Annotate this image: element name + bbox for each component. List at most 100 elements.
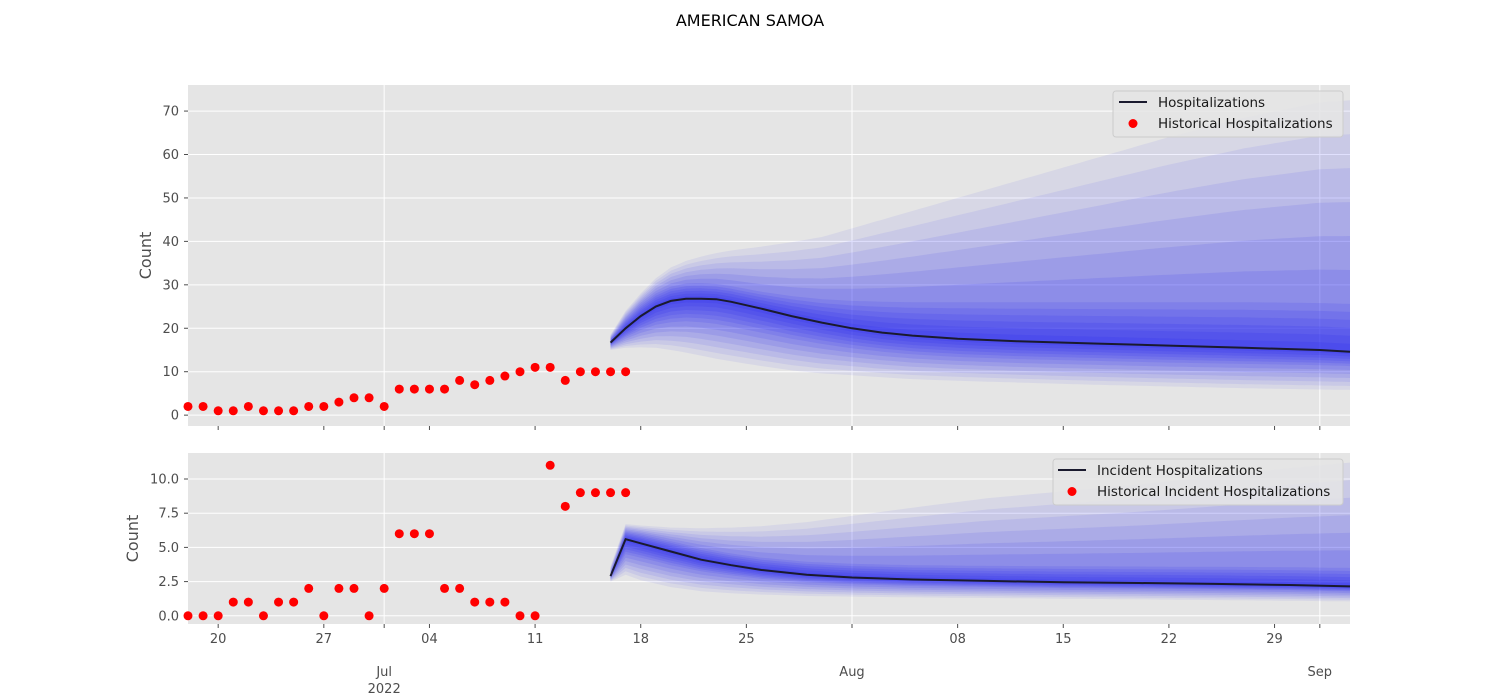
forecast-band	[610, 529, 1350, 595]
historical-point	[485, 597, 495, 607]
forecast-band	[610, 515, 1350, 597]
historical-point	[243, 401, 253, 411]
historical-point	[560, 375, 570, 385]
forecast-band	[610, 534, 1350, 590]
y-tick-label: 50	[162, 191, 179, 206]
x-tick-label-day: 25	[738, 632, 755, 647]
legend-label-history: Historical Hospitalizations	[1158, 116, 1333, 132]
forecast-median-line	[609, 538, 1351, 588]
figure-title: AMERICAN SAMOA	[676, 11, 824, 30]
historical-point	[304, 401, 314, 411]
historical-point	[409, 384, 419, 394]
y-tick-label: 60	[162, 148, 179, 163]
historical-point	[424, 529, 434, 539]
historical-point	[364, 393, 374, 403]
forecast-band	[610, 532, 1350, 591]
shared-date-axis: 20 27 04 11 18 25 08 15 22 29 Jul 2022 Aug Sep	[210, 632, 1332, 697]
historical-point	[470, 597, 480, 607]
historical-point	[243, 597, 253, 607]
historical-point	[500, 371, 510, 381]
legend-label-forecast: Hospitalizations	[1158, 95, 1265, 111]
x-tick-label-day: 11	[527, 632, 544, 647]
historical-points	[183, 460, 631, 621]
historical-point	[228, 406, 238, 416]
historical-point	[198, 611, 208, 621]
historical-point	[530, 362, 540, 372]
forecast-band	[610, 530, 1350, 594]
historical-point	[606, 367, 616, 377]
y-axis-label: Count	[136, 232, 155, 280]
historical-point	[575, 488, 585, 498]
historical-point	[379, 583, 389, 593]
forecast-band	[610, 168, 1350, 382]
legend-box	[1052, 458, 1344, 506]
historical-point	[304, 583, 314, 593]
y-tick-label: 5.0	[158, 541, 179, 556]
historical-point	[621, 367, 631, 377]
historical-point	[440, 583, 450, 593]
y-axis-label: Count	[123, 515, 142, 563]
hospitalizations-panel: 0 10 20 30 40 50 60 70 Count	[136, 85, 1351, 430]
historical-point	[515, 611, 525, 621]
legend-dot-swatch	[1067, 487, 1077, 496]
historical-point	[590, 367, 600, 377]
forecast-band	[610, 236, 1350, 374]
forecast-band	[610, 531, 1350, 592]
historical-point	[621, 488, 631, 498]
historical-point	[545, 362, 555, 372]
y-tick-label: 10	[162, 365, 179, 380]
historical-point	[258, 611, 268, 621]
historical-point	[455, 583, 465, 593]
historical-point	[274, 597, 284, 607]
x-tick-label-month: Jul	[375, 665, 392, 680]
y-tick-label: 7.5	[158, 507, 179, 522]
legend-label-forecast: Incident Hospitalizations	[1097, 463, 1263, 479]
legend-label-history: Historical Incident Hospitalizations	[1097, 484, 1330, 500]
historical-point	[575, 367, 585, 377]
historical-point	[424, 384, 434, 394]
historical-point	[394, 384, 404, 394]
legend-incident-hospitalizations: Incident Hospitalizations Historical Inc…	[1052, 458, 1344, 506]
historical-point	[515, 367, 525, 377]
historical-points	[183, 362, 631, 416]
x-tick-label-month: Sep	[1308, 665, 1333, 680]
historical-point	[349, 583, 359, 593]
historical-point	[440, 384, 450, 394]
historical-point	[289, 406, 299, 416]
historical-point	[379, 401, 389, 411]
legend-box	[1112, 90, 1344, 138]
historical-point	[319, 401, 329, 411]
forecast-band	[610, 537, 1350, 588]
y-tick-label: 70	[162, 105, 179, 120]
forecast-band	[610, 536, 1350, 589]
historical-point	[198, 401, 208, 411]
plot-area	[188, 85, 1350, 426]
historical-point	[606, 488, 616, 498]
historical-point	[530, 611, 540, 621]
historical-point	[560, 501, 570, 511]
historical-point	[274, 406, 284, 416]
y-tick-label: 20	[162, 322, 179, 337]
historical-point	[500, 597, 510, 607]
historical-point	[590, 488, 600, 498]
y-tick-label: 2.5	[158, 575, 179, 590]
historical-point	[183, 401, 193, 411]
historical-point	[213, 406, 223, 416]
forecast-band	[610, 285, 1350, 364]
historical-point	[228, 597, 238, 607]
forecast-band	[610, 296, 1350, 355]
historical-point	[394, 529, 404, 539]
x-tick-label-day: 08	[949, 632, 966, 647]
x-tick-label-month: Aug	[839, 665, 864, 680]
y-tick-label: 30	[162, 278, 179, 293]
x-tick-label-day: 27	[316, 632, 333, 647]
y-tick-label: 0	[171, 409, 179, 424]
historical-point	[545, 460, 555, 470]
forecast-band	[610, 535, 1350, 589]
historical-point	[213, 611, 223, 621]
historical-point	[485, 375, 495, 385]
historical-point	[349, 393, 359, 403]
historical-point	[334, 583, 344, 593]
x-tick-label-day: 18	[632, 632, 649, 647]
